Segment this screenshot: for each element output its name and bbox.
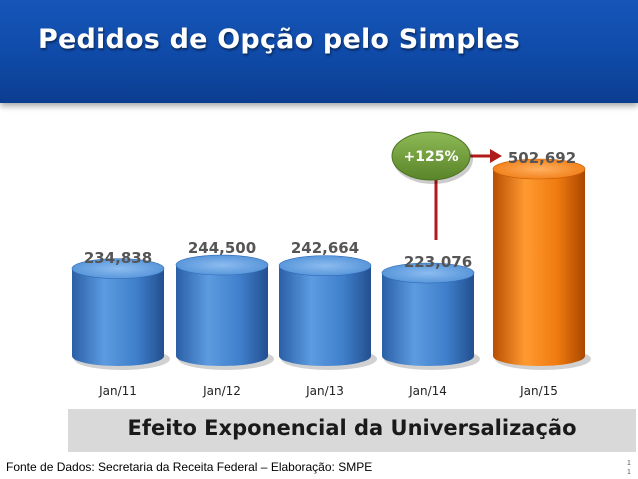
bar-chart: Jan/11 Jan/12 Jan/13 Jan/14 Jan/15 234,838 244…	[71, 131, 591, 398]
data-label: 223,076	[404, 253, 472, 271]
bar-top	[492, 158, 586, 180]
bar-body	[72, 268, 164, 366]
category-label: Jan/13	[305, 384, 344, 398]
category-label: Jan/11	[98, 384, 137, 398]
bar	[381, 262, 480, 370]
data-label: 502,692	[508, 149, 576, 167]
category-label: Jan/14	[408, 384, 447, 398]
growth-badge	[391, 131, 471, 181]
bar	[492, 158, 591, 370]
page-number-top: 1	[627, 460, 631, 467]
bar-top	[381, 262, 475, 284]
bar-top	[175, 254, 269, 276]
bar-body	[176, 265, 268, 366]
data-label: 242,664	[291, 239, 359, 257]
bar-body	[382, 273, 474, 366]
category-label: Jan/12	[202, 384, 241, 398]
bar-body	[279, 265, 371, 366]
bar-top	[71, 258, 165, 279]
banner: Efeito Exponencial da Universalização	[68, 409, 636, 452]
source-note: Fonte de Dados: Secretaria da Receita Fe…	[6, 460, 373, 474]
bar-body	[493, 169, 585, 366]
bar	[71, 258, 170, 370]
bar-top	[278, 255, 372, 277]
slide-title: Pedidos de Opção pelo Simples	[38, 24, 520, 55]
growth-badge-label: +125%	[404, 149, 459, 165]
banner-text: Efeito Exponencial da Universalização	[127, 416, 577, 440]
data-label: 234,838	[84, 249, 152, 267]
page-number: 1 1	[623, 459, 635, 477]
growth-arrow-head	[490, 149, 502, 163]
category-label: Jan/15	[519, 384, 558, 398]
bar	[278, 255, 377, 370]
bar	[175, 254, 274, 370]
page-number-bottom: 1	[627, 469, 631, 476]
data-label: 244,500	[188, 239, 256, 257]
title-bar: Pedidos de Opção pelo Simples	[0, 0, 638, 103]
